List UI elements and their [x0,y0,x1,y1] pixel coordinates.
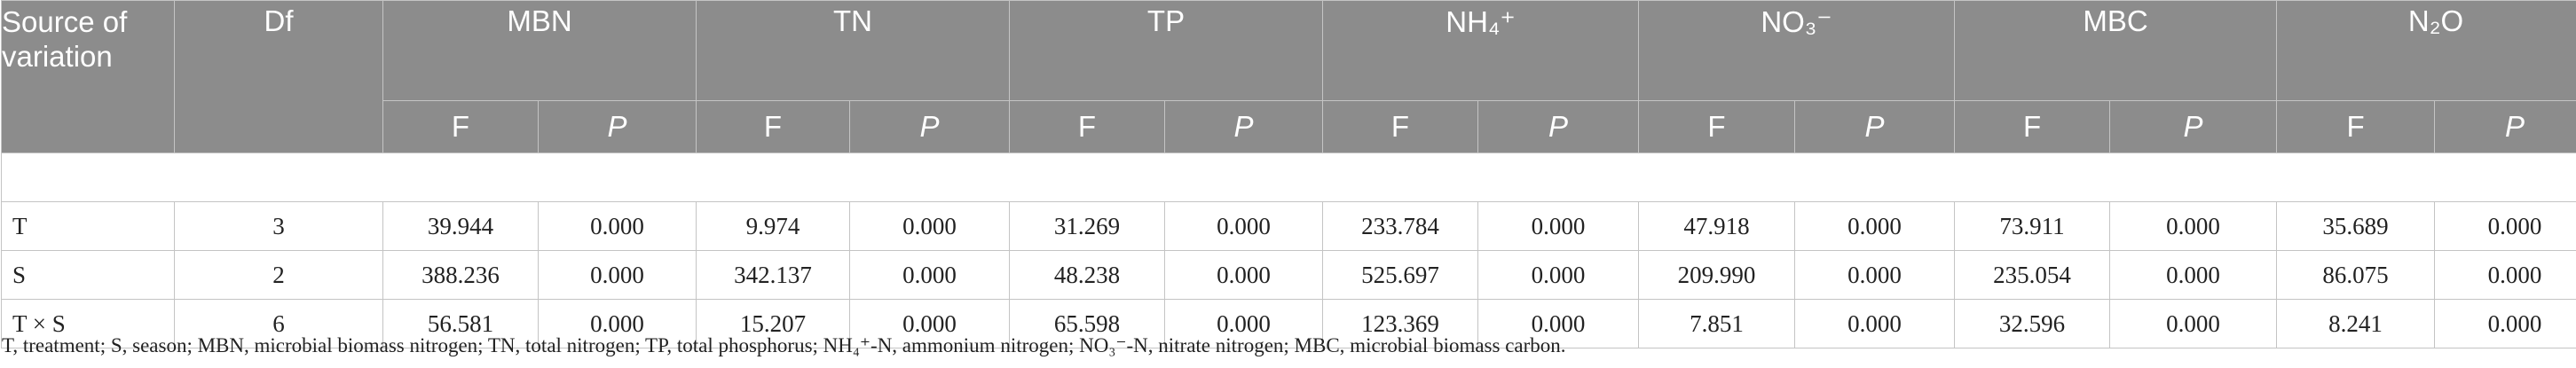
cell-value: 47.918 [1638,201,1796,251]
separator-row [0,153,2576,202]
cell-value: 0.000 [1477,299,1640,348]
cell-value: 0.000 [1794,201,1956,251]
cell-value: 0.000 [1163,250,1324,300]
cell-value: 0.000 [2434,201,2576,251]
cell-value: 86.075 [2276,250,2436,300]
cell-value: 0.000 [2434,250,2576,300]
cell-value: 342.137 [696,250,850,300]
cell-value: 0.000 [1794,250,1956,300]
header-df: Df [174,0,383,153]
cell-value: 235.054 [1954,250,2111,300]
row-source: T × S [1,299,175,348]
cell-value: 39.944 [382,201,539,251]
cell-value: 0.000 [538,299,697,348]
cell-value: 0.000 [1163,299,1324,348]
header-mbc: MBC [1954,0,2278,101]
row-df: 3 [174,201,383,251]
cell-value: 0.000 [2109,299,2278,348]
header-tn: TN [696,0,1010,101]
header-source: Source of variation [1,0,175,153]
subheader-p: P [849,100,1010,153]
cell-value: 0.000 [538,250,697,300]
cell-value: 388.236 [382,250,539,300]
cell-value: 123.369 [1322,299,1479,348]
cell-value: 0.000 [538,201,697,251]
row-source: T [1,201,175,251]
subheader-f: F [1954,100,2111,153]
header-nh4: NH₄⁺ [1322,0,1640,101]
cell-value: 0.000 [2109,250,2278,300]
cell-value: 32.596 [1954,299,2111,348]
cell-value: 15.207 [696,299,850,348]
cell-value: 0.000 [1163,201,1324,251]
row-df: 6 [174,299,383,348]
cell-value: 9.974 [696,201,850,251]
subheader-p: P [2109,100,2278,153]
cell-value: 31.269 [1009,201,1165,251]
subheader-f: F [1009,100,1165,153]
cell-value: 0.000 [849,201,1010,251]
cell-value: 65.598 [1009,299,1165,348]
row-source: S [1,250,175,300]
header-n2o: N₂O [2276,0,2576,101]
cell-value: 48.238 [1009,250,1165,300]
cell-value: 525.697 [1322,250,1479,300]
cell-value: 35.689 [2276,201,2436,251]
table-row: S 2 388.236 0.000 342.137 0.000 48.238 0… [1,250,2576,300]
cell-value: 209.990 [1638,250,1796,300]
table-row: T × S 6 56.581 0.000 15.207 0.000 65.598… [1,299,2576,348]
header-tp: TP [1008,0,1324,101]
cell-value: 233.784 [1322,201,1479,251]
cell-value: 0.000 [1477,250,1640,300]
row-df: 2 [174,250,383,300]
cell-value: 0.000 [1794,299,1956,348]
cell-value: 0.000 [2109,201,2278,251]
subheader-f: F [696,100,850,153]
cell-value: 7.851 [1638,299,1796,348]
table-row: T 3 39.944 0.000 9.974 0.000 31.269 0.00… [1,201,2576,251]
cell-value: 0.000 [849,299,1010,348]
cell-value: 0.000 [1477,201,1640,251]
header-no3: NO₃⁻ [1638,0,1956,101]
subheader-p: P [1163,100,1324,153]
subheader-p: P [1794,100,1956,153]
table-body: T 3 39.944 0.000 9.974 0.000 31.269 0.00… [0,153,2576,348]
cell-value: 0.000 [849,250,1010,300]
subheader-p: P [538,100,697,153]
table-header: Source of variation Df MBN TN TP NH₄⁺ NO… [1,0,2576,153]
table-footnote: T, treatment; S, season; MBN, microbial … [2,334,1566,356]
subheader-f: F [1322,100,1479,153]
cell-value: 73.911 [1954,201,2111,251]
subheader-f: F [382,100,539,153]
anova-table: Source of variation Df MBN TN TP NH₄⁺ NO… [0,0,2576,348]
cell-value: 8.241 [2276,299,2436,348]
subheader-p: P [2434,100,2576,153]
subheader-p: P [1477,100,1640,153]
subheader-f: F [1638,100,1796,153]
header-mbn: MBN [382,0,697,101]
subheader-f: F [2276,100,2436,153]
cell-value: 0.000 [2434,299,2576,348]
